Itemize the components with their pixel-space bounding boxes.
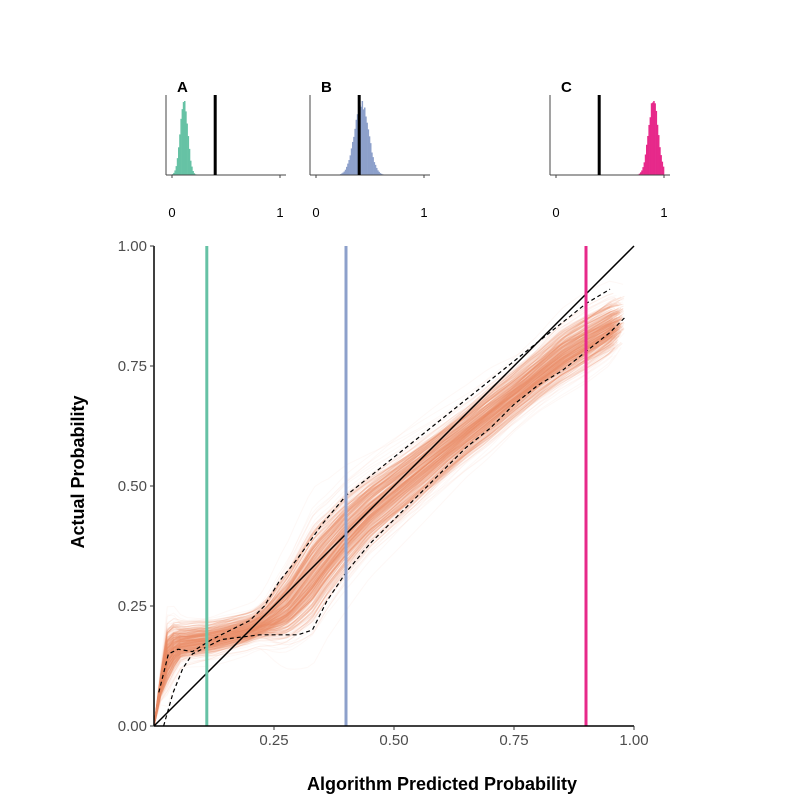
- histogram-tick-label: 0: [552, 205, 559, 220]
- histogram-tick-label: 1: [420, 205, 427, 220]
- x-axis-title: Algorithm Predicted Probability: [307, 774, 577, 794]
- histogram-tick-label: 0: [312, 205, 319, 220]
- y-tick-label: 0.50: [118, 478, 147, 495]
- y-tick-label: 0.00: [118, 718, 147, 735]
- histogram-tick-label: 0: [168, 205, 175, 220]
- identity-line: [154, 246, 634, 726]
- x-tick-label: 1.00: [619, 732, 648, 749]
- histogram-bar: [663, 167, 665, 175]
- histogram-tick-label: 1: [660, 205, 667, 220]
- calibration-curve: [154, 348, 618, 726]
- x-tick-label: 0.50: [379, 732, 408, 749]
- histogram-panel-label: A: [177, 79, 188, 96]
- calibration-curve: [154, 356, 613, 726]
- calibration-curve: [154, 341, 619, 726]
- y-axis-title: Actual Probability: [68, 395, 88, 548]
- y-tick-label: 0.25: [118, 598, 147, 615]
- histogram-c: 0 1 C: [550, 79, 670, 220]
- histogram-a: 0 1 A: [166, 79, 286, 220]
- x-tick-label: 0.25: [259, 732, 288, 749]
- calibration-curve: [154, 355, 616, 726]
- histogram-tick-label: 1: [276, 205, 283, 220]
- calibration-curve: [154, 347, 621, 726]
- y-tick-label: 1.00: [118, 238, 147, 255]
- calibration-curves-group: [154, 281, 624, 726]
- y-tick-label: 0.75: [118, 358, 147, 375]
- x-tick-label: 0.75: [499, 732, 528, 749]
- histogram-panel-label: B: [321, 79, 332, 96]
- histogram-b: 0 1 B: [310, 79, 430, 220]
- histogram-panel-label: C: [561, 79, 572, 96]
